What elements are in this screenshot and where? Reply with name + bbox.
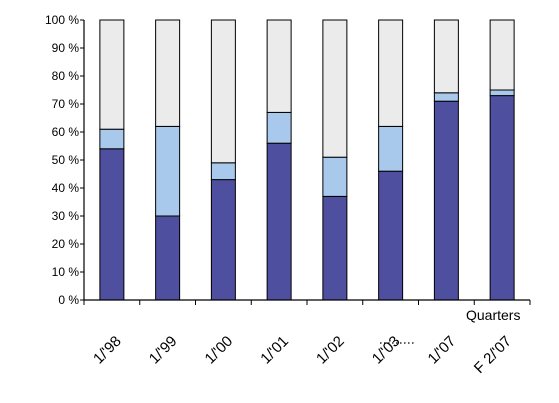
bar-segment-2 <box>155 125 181 217</box>
bars-group <box>99 19 515 301</box>
x-tick-label: 1/'07 <box>425 333 460 368</box>
bar-segment-1 <box>155 215 181 301</box>
bar-segment-3 <box>210 19 236 164</box>
x-axis-labels: 1/'98 1/'99 1/'00 1/'01 1/'02 1/'03 1/'07 F 2/'… <box>90 333 515 377</box>
y-axis-ticks: 0 % 10 % 20 % 30 % 40 % 50 % 60 % 70 % 80 % 90 % 1… <box>45 13 84 307</box>
bar-segment-2 <box>99 128 125 150</box>
y-tick-label: 30 % <box>52 209 80 223</box>
bar-segment-1 <box>433 100 459 301</box>
x-tick-label: 1/'02 <box>313 333 348 368</box>
bar-segment-1 <box>210 179 236 301</box>
y-tick-label: 100 % <box>45 13 79 27</box>
bar-segment-2 <box>433 92 459 102</box>
y-tick-label: 70 % <box>52 97 80 111</box>
bar-segment-3 <box>489 19 515 91</box>
bar-segment-3 <box>378 19 404 127</box>
bar-segment-2 <box>322 156 348 197</box>
y-tick-label: 80 % <box>52 69 80 83</box>
bar-segment-1 <box>378 170 404 301</box>
bar-segment-3 <box>266 19 292 113</box>
x-tick-label: 1/'01 <box>257 333 292 368</box>
x-tick-label: 1/'99 <box>146 333 181 368</box>
y-tick-label: 60 % <box>52 125 80 139</box>
bar-segment-2 <box>378 125 404 172</box>
bar-segment-2 <box>489 89 515 97</box>
x-tick-label: 1/'00 <box>202 333 237 368</box>
bar-segment-2 <box>266 111 292 144</box>
bar-segment-3 <box>433 19 459 94</box>
y-tick-label: 20 % <box>52 237 80 251</box>
y-tick-label: 40 % <box>52 181 80 195</box>
bar-segment-1 <box>266 142 292 301</box>
bar-segment-3 <box>155 19 181 127</box>
y-tick-label: 0 % <box>58 293 79 307</box>
x-tick-label: F 2/'07 <box>471 333 515 377</box>
y-tick-label: 50 % <box>52 153 80 167</box>
bar-segment-1 <box>322 195 348 301</box>
bar-segment-1 <box>99 148 125 301</box>
bar-segment-3 <box>99 19 125 130</box>
bar-segment-2 <box>210 162 236 181</box>
x-tick-label: 1/'98 <box>90 333 125 368</box>
axes-group <box>83 20 531 305</box>
x-axis-title: Quarters <box>466 307 520 323</box>
x-tick-label: 1/'03 <box>369 333 404 368</box>
y-tick-label: 90 % <box>52 41 80 55</box>
y-tick-label: 10 % <box>52 265 80 279</box>
bar-segment-3 <box>322 19 348 158</box>
bar-segment-1 <box>489 95 515 301</box>
